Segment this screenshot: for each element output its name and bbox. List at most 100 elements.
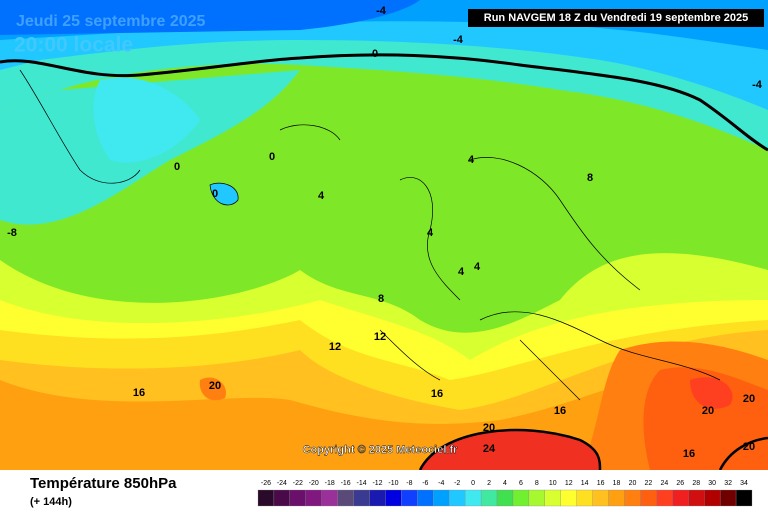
contour-label: 20	[702, 405, 714, 417]
contour-label: 12	[374, 331, 386, 343]
scale-label: 14	[581, 480, 589, 487]
scale-label: -16	[341, 480, 351, 487]
scale-label: 12	[565, 480, 573, 487]
contour-label: 8	[378, 293, 384, 305]
scale-label: -22	[293, 480, 303, 487]
contour-label: 16	[133, 387, 145, 399]
scale-label: 30	[708, 480, 716, 487]
legend-title: Température 850hPa	[30, 475, 177, 492]
contour-label: 20	[743, 393, 755, 405]
scale-label: 32	[724, 480, 732, 487]
contour-label: 4	[318, 190, 325, 202]
scale-swatch	[417, 489, 434, 507]
scale-swatch	[528, 489, 545, 507]
scale-swatch	[496, 489, 514, 507]
date: Jeudi 25 septembre 2025	[16, 13, 206, 30]
scale-swatch	[480, 489, 498, 507]
scale-label: 8	[535, 480, 539, 487]
contour-label: 0	[174, 161, 180, 173]
scale-label: 20	[629, 480, 637, 487]
scale-swatch	[321, 489, 338, 507]
scale-label: -12	[372, 480, 382, 487]
copyright: Copyright © 2025 Meteociel.fr	[303, 444, 459, 456]
scale-label: -18	[325, 480, 335, 487]
contour-label: 20	[743, 441, 755, 453]
contour-label: -4	[453, 34, 464, 46]
scale-swatch	[688, 489, 705, 507]
scale-label: -10	[388, 480, 398, 487]
contour-label: 20	[483, 422, 495, 434]
contour-label: 16	[554, 405, 566, 417]
scale-swatch	[719, 489, 737, 507]
scale-label: -8	[406, 480, 412, 487]
scale-swatch	[544, 489, 561, 507]
time: 20:00 locale	[14, 34, 133, 57]
scale-label: -20	[309, 480, 319, 487]
contour-label: 4	[458, 266, 465, 278]
scale-swatch	[672, 489, 689, 507]
scale-label: -4	[438, 480, 444, 487]
contour-label: 4	[427, 227, 434, 239]
contour-label: 20	[209, 380, 221, 392]
contour-label: -8	[7, 227, 17, 239]
legend-subtitle: (+ 144h)	[30, 496, 72, 508]
scale-label: -26	[261, 480, 271, 487]
contour-label: 16	[431, 388, 443, 400]
scale-swatch	[735, 489, 753, 507]
run-box	[468, 9, 764, 27]
scale-label: 0	[471, 480, 475, 487]
contour-label: 12	[329, 341, 341, 353]
contour-label: -4	[752, 79, 763, 91]
scale-label: -2	[454, 480, 460, 487]
scale-swatch	[656, 489, 673, 507]
scale-swatch	[273, 489, 291, 507]
scale-label: 4	[503, 480, 507, 487]
scale-swatch	[433, 489, 450, 507]
scale-swatch	[369, 489, 386, 507]
scale-label: 24	[660, 480, 668, 487]
scale-swatch	[512, 489, 530, 507]
scale-label: 10	[549, 480, 557, 487]
contour-label: 4	[474, 261, 481, 273]
scale-swatch	[576, 489, 593, 507]
scale-label: 16	[597, 480, 605, 487]
scale-label: 2	[487, 480, 491, 487]
contour-label: 4	[468, 154, 475, 166]
scale-label: -6	[422, 480, 428, 487]
scale-swatch	[385, 489, 402, 507]
scale-swatch	[465, 489, 482, 507]
scale-swatch	[353, 489, 370, 507]
color-scale: -26 -24 -22 -20 -18 -16 -14 -12 -10 -8 -6 -4 -2 0 2 4 6 8…	[257, 480, 753, 507]
scale-label: 26	[676, 480, 684, 487]
scale-label: 6	[519, 480, 523, 487]
scale-swatch	[401, 489, 418, 507]
scale-swatch	[305, 489, 322, 507]
scale-swatch	[640, 489, 657, 507]
scale-swatch	[624, 489, 641, 507]
contour-label: -4	[376, 5, 387, 17]
scale-swatch	[449, 489, 466, 507]
contour-label: 0	[269, 151, 275, 163]
scale-swatch	[289, 489, 306, 507]
scale-label: -14	[357, 480, 367, 487]
scale-swatch	[704, 489, 721, 507]
scale-swatch	[257, 489, 275, 507]
run-info: Run NAVGEM 18 Z du Vendredi 19 septembre…	[484, 12, 749, 24]
scale-swatch	[560, 489, 577, 507]
contour-label: 24	[483, 443, 496, 455]
scale-label: 34	[740, 480, 748, 487]
contour-label: 0	[372, 48, 378, 60]
scale-swatch	[337, 489, 354, 507]
contour-label: 0	[212, 188, 218, 200]
scale-label: 18	[613, 480, 621, 487]
contour-label: 8	[587, 172, 593, 184]
map	[0, 0, 768, 471]
scale-label: 28	[692, 480, 700, 487]
scale-swatch	[608, 489, 625, 507]
scale-label: -24	[277, 480, 287, 487]
scale-label: 22	[645, 480, 653, 487]
scale-swatch	[592, 489, 609, 507]
contour-label: 16	[683, 448, 695, 460]
